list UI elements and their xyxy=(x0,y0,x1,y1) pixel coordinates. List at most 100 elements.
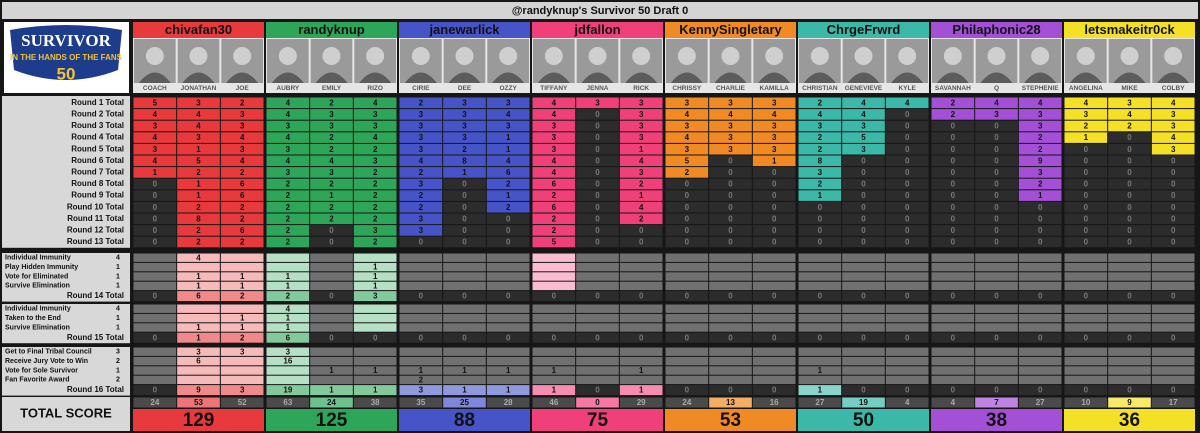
score: 0 xyxy=(373,333,378,342)
score: 19 xyxy=(859,398,868,407)
score-cell xyxy=(975,178,1018,190)
score: 1 xyxy=(419,366,424,375)
score: 4 xyxy=(639,156,644,165)
score-cell xyxy=(931,304,975,313)
score: 0 xyxy=(552,292,557,301)
score-cell xyxy=(619,323,663,332)
score-cell xyxy=(177,225,220,236)
total-label-bg xyxy=(2,397,130,431)
score: 0 xyxy=(1171,292,1176,301)
score-cell xyxy=(842,253,885,262)
score: 0 xyxy=(1038,226,1043,235)
score-cell xyxy=(576,120,619,132)
bonus-points: 3 xyxy=(116,349,120,356)
score-cell xyxy=(177,143,220,155)
score: 0 xyxy=(419,238,424,247)
score-cell xyxy=(266,356,310,366)
score-cell xyxy=(1064,375,1108,385)
score-cell xyxy=(266,281,310,291)
score-cell xyxy=(486,190,530,201)
score-cell xyxy=(709,323,752,332)
score: 1 xyxy=(462,168,467,177)
photo-head xyxy=(455,47,474,65)
score: 8 xyxy=(818,156,823,165)
score-cell xyxy=(842,332,885,343)
score: 2 xyxy=(329,214,334,223)
team-total-bg xyxy=(266,409,397,431)
score: 2 xyxy=(818,133,823,142)
score: 1 xyxy=(462,386,467,395)
score: 4 xyxy=(286,133,291,142)
score-cell xyxy=(220,397,264,408)
score: 2 xyxy=(373,238,378,247)
score: 0 xyxy=(951,191,956,200)
score-cell xyxy=(1108,323,1151,332)
score: 0 xyxy=(1171,180,1176,189)
score: 0 xyxy=(1038,333,1043,342)
score: 3 xyxy=(462,133,467,142)
score-cell xyxy=(443,332,486,343)
player-name: DEE xyxy=(458,85,472,92)
score-cell xyxy=(1108,281,1151,291)
score: 0 xyxy=(153,203,158,212)
score: 2 xyxy=(951,110,956,119)
score-cell xyxy=(619,155,663,167)
photo-body xyxy=(404,72,437,83)
team-total: 125 xyxy=(316,410,348,431)
team-total-bg xyxy=(665,409,796,431)
score-cell xyxy=(532,178,576,190)
score: 0 xyxy=(818,226,823,235)
score-cell xyxy=(1018,236,1062,248)
score: 0 xyxy=(728,191,733,200)
score: 4 xyxy=(240,133,245,142)
score-cell xyxy=(798,132,842,143)
score: 0 xyxy=(728,386,733,395)
score: 0 xyxy=(595,203,600,212)
score-cell xyxy=(177,272,220,281)
score-cell xyxy=(133,291,177,302)
score-cell xyxy=(665,178,709,190)
score: 1 xyxy=(373,386,378,395)
score-cell xyxy=(931,132,975,143)
score: 2 xyxy=(419,98,424,107)
score-cell xyxy=(399,253,443,262)
score-cell xyxy=(842,272,885,281)
score: 0 xyxy=(728,292,733,301)
score-cell xyxy=(1018,97,1062,109)
score-cell xyxy=(220,155,264,167)
score: 0 xyxy=(861,292,866,301)
score: 0 xyxy=(685,238,690,247)
score: 6 xyxy=(286,333,291,342)
score-cell xyxy=(1018,143,1062,155)
score-cell xyxy=(177,178,220,190)
score: 3 xyxy=(419,214,424,223)
score-cell xyxy=(709,397,752,408)
score: 52 xyxy=(238,398,247,407)
score: 3 xyxy=(685,122,690,131)
score-cell xyxy=(1108,366,1151,375)
bonus-points: 2 xyxy=(116,358,120,365)
score: 3 xyxy=(861,122,866,131)
photo-body xyxy=(1024,72,1057,83)
score-cell xyxy=(443,385,486,396)
score-cell xyxy=(1108,397,1151,408)
player-name: JENNA xyxy=(586,85,608,92)
score: 3 xyxy=(240,347,245,356)
score-cell xyxy=(709,272,752,281)
score: 1 xyxy=(286,314,291,323)
score-cell xyxy=(885,97,929,109)
score-cell xyxy=(665,167,709,178)
score-cell xyxy=(1108,272,1151,281)
score: 0 xyxy=(1127,191,1132,200)
score: 0 xyxy=(1127,180,1132,189)
score-cell xyxy=(885,190,929,201)
score-cell xyxy=(752,167,796,178)
score: 1 xyxy=(240,323,245,332)
logo-number: 50 xyxy=(57,64,76,83)
score-cell xyxy=(975,347,1018,356)
score-cell xyxy=(1018,313,1062,323)
score-cell xyxy=(266,291,310,302)
score-cell xyxy=(443,347,486,356)
score-cell xyxy=(1018,291,1062,302)
score-cell xyxy=(220,120,264,132)
